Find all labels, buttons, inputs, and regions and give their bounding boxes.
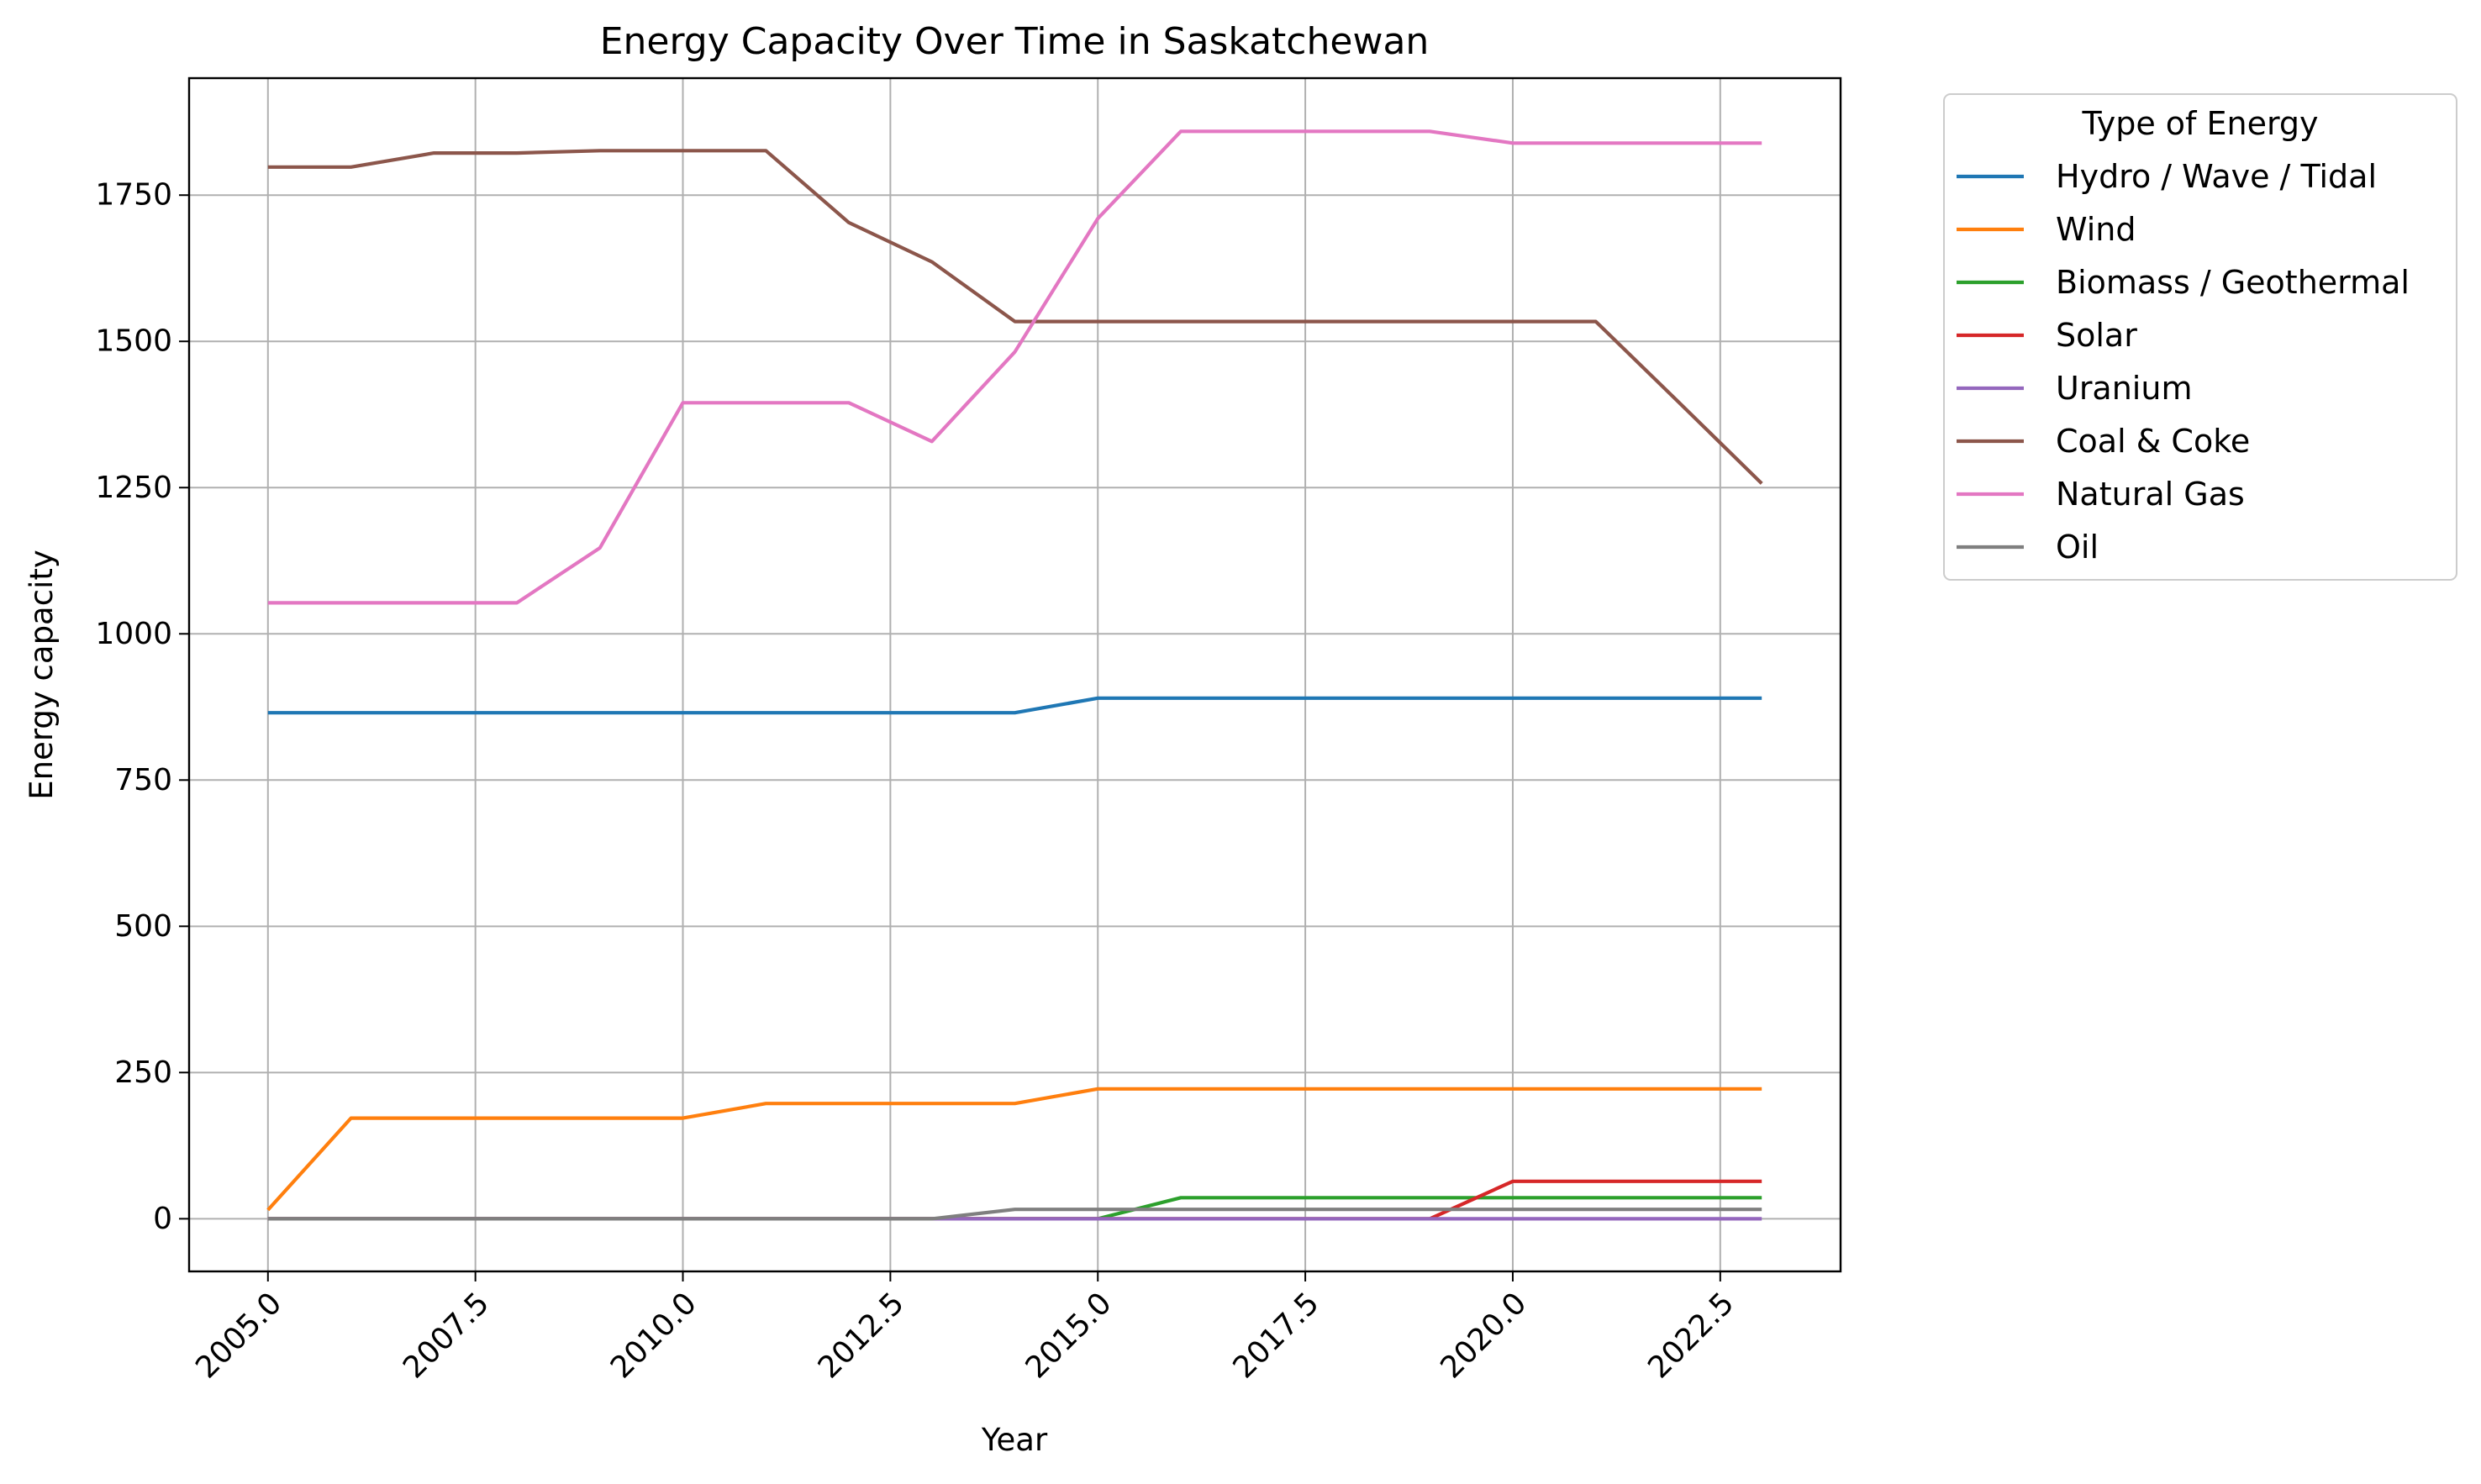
legend-label: Biomass / Geothermal bbox=[2056, 264, 2410, 301]
legend-title: Type of Energy bbox=[2081, 105, 2318, 142]
y-tick-label: 1000 bbox=[95, 617, 172, 651]
legend-label: Natural Gas bbox=[2056, 476, 2245, 513]
y-tick-label: 750 bbox=[114, 763, 172, 797]
legend-label: Hydro / Wave / Tidal bbox=[2056, 158, 2377, 195]
legend-label: Oil bbox=[2056, 529, 2099, 566]
legend: Type of Energy Hydro / Wave / Tidal Wind B… bbox=[1943, 93, 2457, 581]
legend-label: Solar bbox=[2056, 317, 2137, 354]
series-line bbox=[267, 696, 1762, 715]
legend-label: Wind bbox=[2056, 211, 2136, 248]
series-line bbox=[267, 1208, 1762, 1221]
series-lines bbox=[266, 129, 1763, 1221]
y-tick-label: 1500 bbox=[95, 324, 172, 359]
series-line bbox=[266, 1087, 1762, 1212]
y-tick-label: 1750 bbox=[95, 178, 172, 213]
series-line bbox=[267, 149, 1763, 485]
y-axis-label: Energy capacity bbox=[24, 550, 60, 800]
plot-frame bbox=[187, 76, 1842, 1273]
chart-title: Energy Capacity Over Time in Saskatchewa… bbox=[600, 20, 1430, 63]
legend-label: Coal & Coke bbox=[2056, 423, 2250, 460]
y-tick-label: 0 bbox=[153, 1202, 172, 1236]
series-line bbox=[267, 129, 1762, 605]
y-tick-label: 500 bbox=[114, 909, 172, 944]
legend-label: Uranium bbox=[2056, 370, 2192, 407]
y-tick-label: 1250 bbox=[95, 471, 172, 505]
x-axis-label: Year bbox=[981, 1422, 1048, 1458]
legend-box bbox=[1943, 93, 2457, 581]
y-tick-label: 250 bbox=[114, 1055, 172, 1090]
y-axis: 0 250 500 750 1000 1250 1500 1750 bbox=[95, 178, 189, 1236]
